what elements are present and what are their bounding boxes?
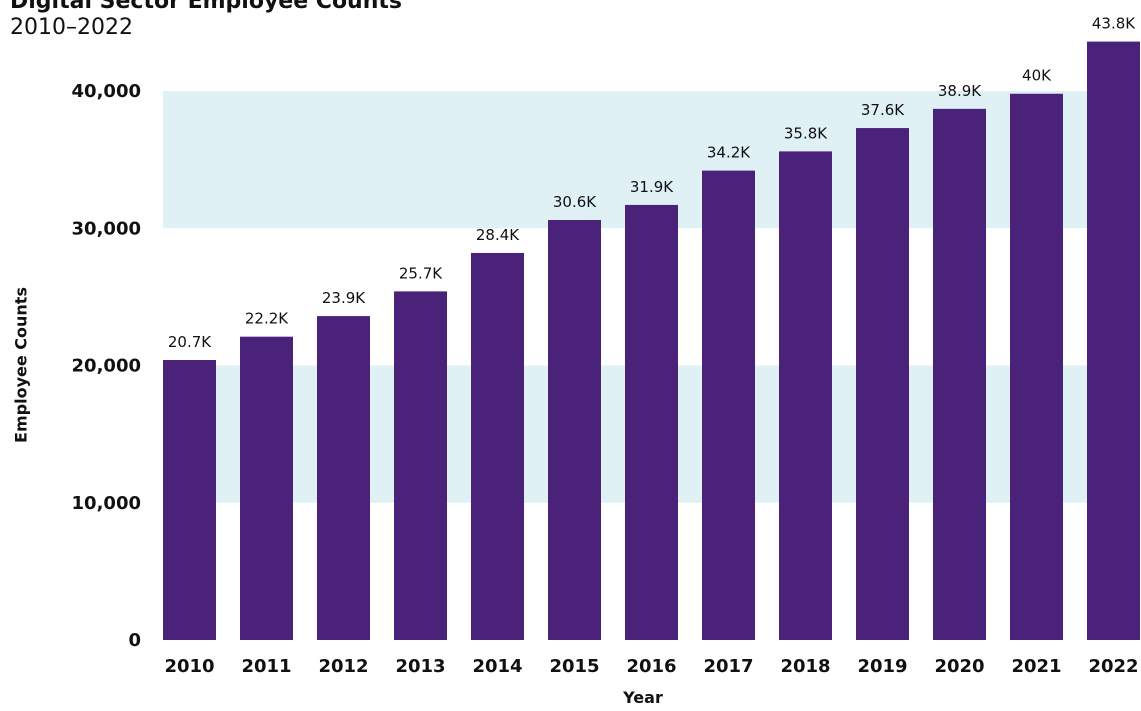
bar-2020 <box>933 108 986 640</box>
x-tick-label: 2017 <box>703 656 753 677</box>
data-label: 20.7K <box>168 333 212 351</box>
x-tick-label: 2020 <box>934 656 984 677</box>
bar-2021 <box>1010 93 1063 641</box>
data-label: 43.8K <box>1092 15 1136 33</box>
bar-2013 <box>394 291 447 640</box>
data-label: 23.9K <box>322 289 366 307</box>
x-tick-label: 2016 <box>626 656 676 677</box>
data-label: 37.6K <box>861 101 905 119</box>
x-tick-label: 2013 <box>395 656 445 677</box>
data-label: 22.2K <box>245 310 289 328</box>
bar-2019 <box>856 128 909 640</box>
chart-subtitle: 2010–2022 <box>10 15 133 40</box>
y-tick-label: 0 <box>128 630 141 651</box>
y-tick-label: 30,000 <box>72 218 141 239</box>
bar-2015 <box>548 220 601 640</box>
data-label: 28.4K <box>476 226 520 244</box>
data-label: 34.2K <box>707 144 751 162</box>
x-tick-label: 2022 <box>1088 656 1138 677</box>
x-tick-label: 2012 <box>318 656 368 677</box>
x-tick-label: 2021 <box>1011 656 1061 677</box>
y-tick-label: 40,000 <box>72 81 141 102</box>
chart-title: Digital Sector Employee Counts <box>10 0 402 14</box>
bar-2017 <box>702 170 755 641</box>
data-label: 38.9K <box>938 82 982 100</box>
bar-2022 <box>1087 41 1140 640</box>
x-tick-label: 2015 <box>549 656 599 677</box>
x-tick-label: 2014 <box>472 656 522 677</box>
data-label: 30.6K <box>553 193 597 211</box>
y-axis-ticks: 0 10,000 20,000 30,000 40,000 <box>72 81 141 651</box>
y-axis-title: Employee Counts <box>12 287 31 443</box>
data-label: 31.9K <box>630 178 674 196</box>
bars: 20.7K 22.2K 23.9K 25.7K 28.4K 30.6K 31.9K 34.2K… <box>163 15 1140 641</box>
x-tick-label: 2019 <box>857 656 907 677</box>
bar-2014 <box>471 252 524 640</box>
bar-2012 <box>317 316 370 640</box>
data-label: 35.8K <box>784 124 828 142</box>
bar-2011 <box>240 336 293 640</box>
x-axis-title: Year <box>622 688 663 707</box>
x-tick-label: 2011 <box>241 656 291 677</box>
y-tick-label: 20,000 <box>72 356 141 377</box>
data-label: 25.7K <box>399 264 443 282</box>
x-axis-ticks: 2010 2011 2012 2013 2014 2015 2016 2017 2018 2019… <box>164 656 1138 677</box>
data-label: 40K <box>1022 67 1052 85</box>
bar-2018 <box>779 151 832 640</box>
x-tick-label: 2010 <box>164 656 214 677</box>
bar-2010 <box>163 360 216 640</box>
bar-2016 <box>625 204 678 641</box>
x-tick-label: 2018 <box>780 656 830 677</box>
y-tick-label: 10,000 <box>72 493 141 514</box>
